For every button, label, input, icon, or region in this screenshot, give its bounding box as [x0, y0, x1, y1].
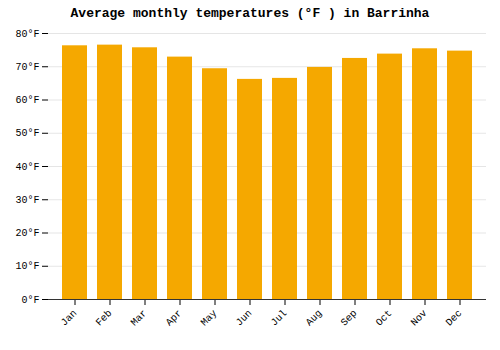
- svg-text:Sep: Sep: [339, 308, 360, 329]
- svg-text:0°F: 0°F: [21, 295, 39, 306]
- svg-text:30°F: 30°F: [15, 195, 39, 206]
- svg-text:20°F: 20°F: [15, 228, 39, 239]
- svg-text:80°F: 80°F: [15, 29, 39, 40]
- svg-text:Aug: Aug: [304, 308, 325, 329]
- svg-text:May: May: [199, 308, 220, 329]
- svg-text:40°F: 40°F: [15, 162, 39, 173]
- svg-text:Jun: Jun: [234, 308, 255, 329]
- html-text:Average monthly temperatures (: Average monthly temperatures (°F ) in Ba…: [70, 6, 430, 21]
- svg-text:60°F: 60°F: [15, 95, 39, 106]
- svg-text:70°F: 70°F: [15, 62, 39, 73]
- svg-text:Mar: Mar: [129, 308, 150, 329]
- svg-text:Nov: Nov: [409, 308, 430, 329]
- svg-text:Jan: Jan: [59, 308, 80, 329]
- svg-text:Oct: Oct: [374, 308, 395, 329]
- svg-text:Apr: Apr: [164, 308, 185, 329]
- svg-text:Dec: Dec: [444, 308, 465, 329]
- svg-text:Feb: Feb: [94, 308, 115, 329]
- svg-text:10°F: 10°F: [15, 261, 39, 272]
- svg-text:50°F: 50°F: [15, 128, 39, 139]
- svg-text:Jul: Jul: [269, 308, 290, 329]
